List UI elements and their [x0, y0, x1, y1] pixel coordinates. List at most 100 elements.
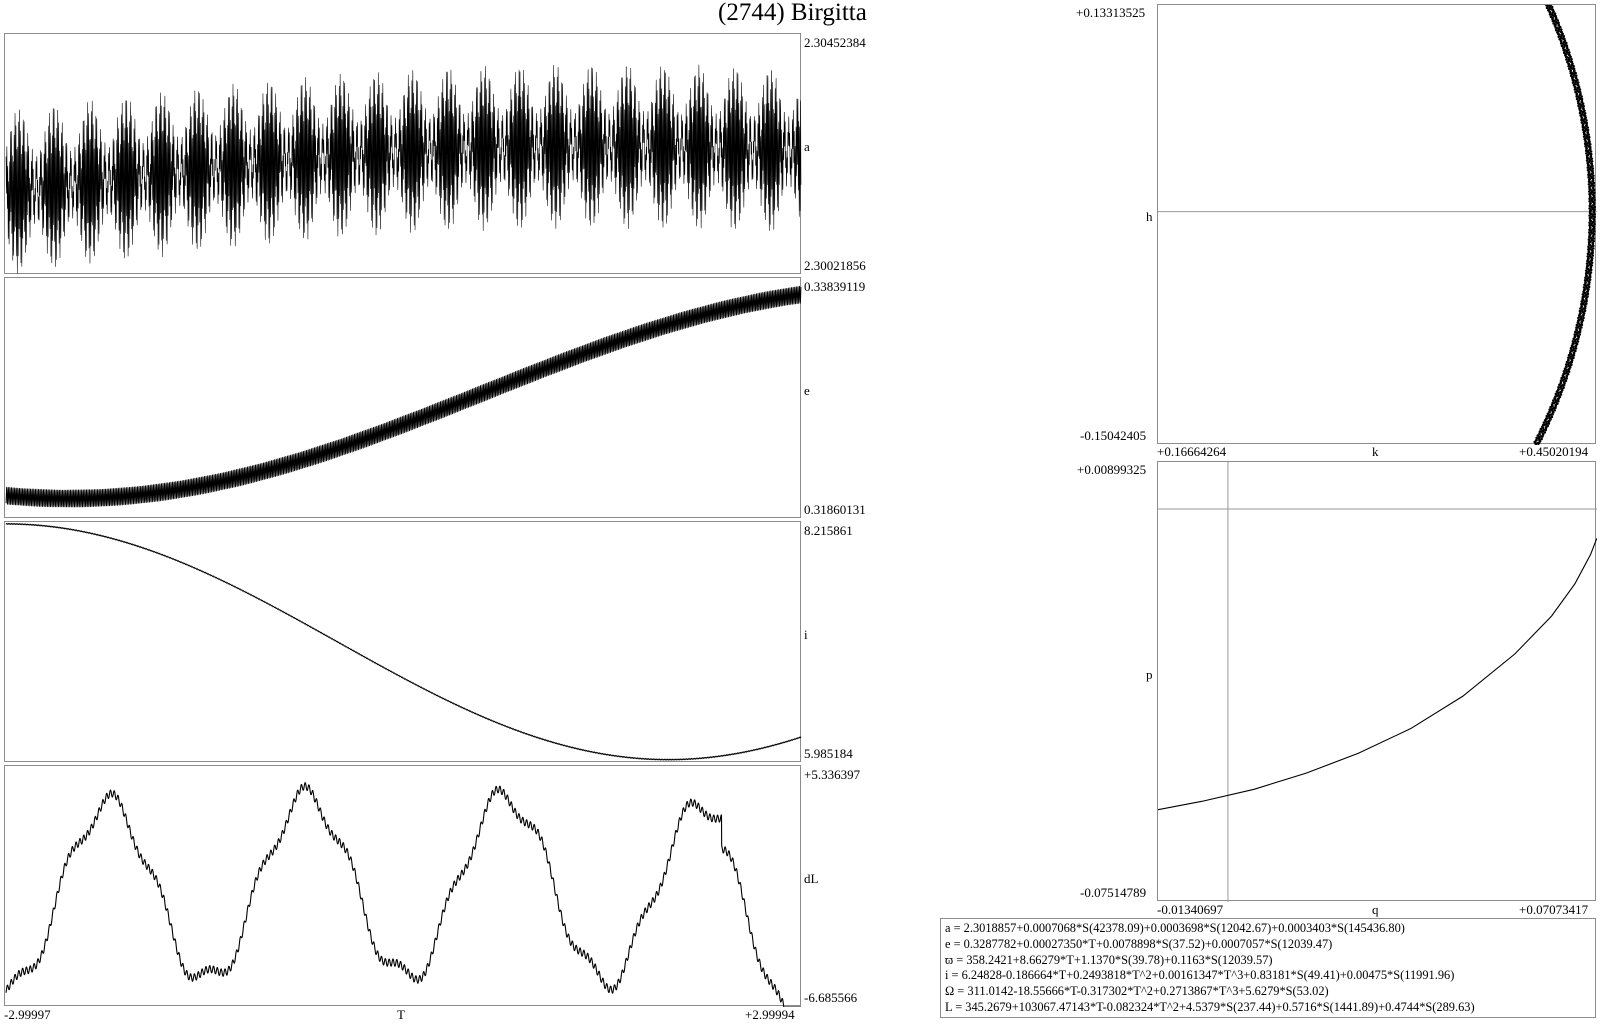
- kh-point: [1578, 111, 1582, 115]
- e-series-line: [5, 285, 802, 508]
- qp-xlabel: q: [1372, 902, 1379, 917]
- kh-point: [1538, 432, 1541, 435]
- kh-point: [1548, 408, 1552, 411]
- formula-box: a = 2.3018857+0.0007068*S(42378.09)+0.00…: [940, 918, 1596, 1018]
- kh-point: [1587, 138, 1590, 141]
- kh-ymax-label: +0.13313525: [1076, 5, 1146, 20]
- kh-point: [1573, 335, 1577, 338]
- kh-point: [1583, 309, 1587, 313]
- kh-point: [1590, 159, 1594, 163]
- formula-omega: Ω = 311.0142-18.55666*T-0.317302*T^2+0.2…: [945, 984, 1329, 999]
- kh-point: [1576, 340, 1580, 343]
- kh-point: [1562, 386, 1565, 389]
- kh-point: [1562, 51, 1566, 55]
- kh-point: [1569, 346, 1573, 350]
- a-axis-label: a: [804, 139, 810, 154]
- kh-point: [1567, 51, 1571, 54]
- kh-point: [1556, 19, 1559, 22]
- kh-point: [1593, 205, 1596, 209]
- kh-point: [1589, 271, 1593, 274]
- kh-point: [1587, 282, 1591, 286]
- kh-point: [1587, 238, 1591, 241]
- kh-point: [1586, 130, 1589, 134]
- i-plot: [5, 522, 802, 761]
- kh-point: [1565, 46, 1569, 49]
- a-series-line: [5, 64, 802, 274]
- kh-point: [1583, 304, 1587, 307]
- qp-plot: [1158, 462, 1597, 902]
- kh-point: [1590, 248, 1594, 252]
- kh-point: [1588, 143, 1592, 146]
- kh-point: [1539, 427, 1543, 431]
- kh-point: [1574, 76, 1578, 80]
- kh-point: [1585, 119, 1588, 122]
- t-xmin-label: -2.99997: [4, 1007, 51, 1022]
- t-xmax-label: +2.99994: [745, 1007, 795, 1022]
- kh-point: [1593, 213, 1596, 216]
- kh-xlabel: k: [1372, 444, 1379, 459]
- i-ymax-label: 8.215861: [804, 523, 853, 538]
- kh-point: [1585, 262, 1589, 265]
- kh-point: [1585, 156, 1589, 160]
- kh-point: [1574, 74, 1578, 77]
- kh-point: [1569, 60, 1573, 63]
- kh-point: [1588, 214, 1591, 217]
- kh-point: [1557, 388, 1560, 391]
- kh-point: [1568, 67, 1571, 71]
- kh-point: [1588, 207, 1591, 210]
- kh-point: [1560, 376, 1563, 380]
- kh-point: [1550, 8, 1554, 11]
- kh-point: [1591, 193, 1595, 196]
- kh-point: [1580, 326, 1583, 329]
- kh-point: [1559, 30, 1563, 34]
- kh-point: [1570, 57, 1573, 61]
- kh-point: [1587, 250, 1591, 253]
- kh-point: [1549, 5, 1553, 7]
- kh-point: [1565, 58, 1568, 61]
- dl-axis-label: dL: [804, 871, 819, 886]
- kh-point: [1575, 323, 1579, 327]
- kh-point: [1588, 221, 1591, 225]
- kh-point: [1589, 233, 1592, 236]
- kh-point: [1544, 428, 1548, 432]
- kh-point: [1591, 186, 1595, 189]
- kh-panel: [1157, 4, 1597, 445]
- kh-point: [1549, 15, 1553, 19]
- kh-point: [1583, 142, 1587, 145]
- kh-point: [1550, 415, 1554, 419]
- i-series-line: [5, 522, 802, 761]
- kh-point: [1542, 421, 1546, 424]
- kh-point: [1592, 244, 1595, 248]
- kh-point: [1551, 19, 1555, 23]
- kh-point: [1581, 107, 1585, 110]
- dl-ymax-label: +5.336397: [804, 767, 861, 782]
- kh-point: [1572, 64, 1575, 68]
- kh-point: [1592, 184, 1596, 187]
- kh-point: [1562, 383, 1566, 387]
- kh-point: [1593, 198, 1596, 202]
- kh-point: [1551, 410, 1554, 413]
- kh-point: [1582, 316, 1585, 320]
- kh-point: [1591, 251, 1594, 255]
- kh-point: [1592, 195, 1596, 199]
- kh-ylabel: h: [1146, 209, 1153, 224]
- kh-point: [1567, 358, 1570, 362]
- kh-point: [1587, 173, 1590, 176]
- kh-point: [1562, 46, 1566, 49]
- kh-point: [1572, 356, 1575, 360]
- kh-point: [1590, 258, 1594, 262]
- kh-point: [1592, 210, 1596, 213]
- kh-point: [1586, 126, 1589, 129]
- kh-point: [1580, 118, 1583, 122]
- kh-point: [1580, 99, 1584, 103]
- dl-panel: [4, 765, 802, 1007]
- kh-point: [1560, 44, 1564, 48]
- formula-e: e = 0.3287782+0.00027350*T+0.0078898*S(3…: [945, 936, 1333, 951]
- kh-point: [1559, 28, 1563, 31]
- kh-point: [1588, 225, 1592, 229]
- i-ymin-label: 5.985184: [804, 746, 853, 761]
- kh-point: [1557, 399, 1560, 403]
- kh-point: [1578, 309, 1582, 313]
- a-panel: [4, 33, 802, 274]
- formula-l: L = 345.2679+103067.47143*T-0.082324*T^2…: [945, 999, 1475, 1014]
